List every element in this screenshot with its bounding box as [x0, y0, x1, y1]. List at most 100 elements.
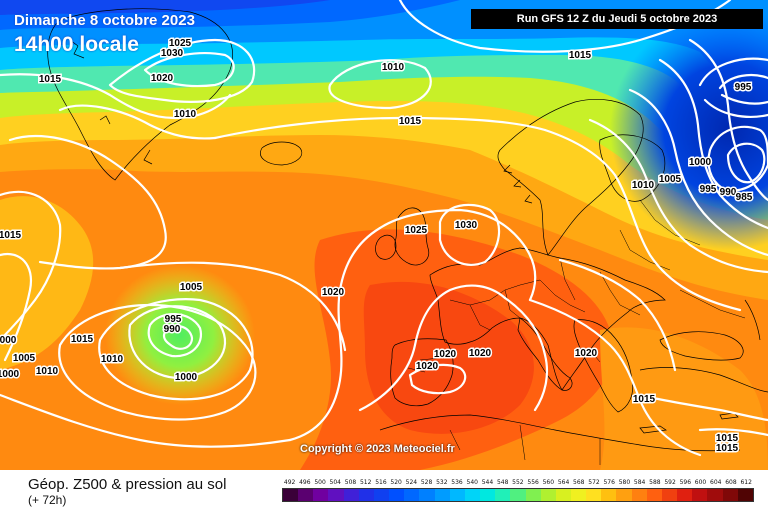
scale-label: 604 [710, 479, 722, 486]
isobar-line [528, 298, 702, 457]
scale-label: 548 [496, 479, 509, 486]
scale-label: 568 [573, 479, 585, 486]
isobar-line [358, 284, 507, 412]
scale-label: 544 [481, 479, 494, 486]
isobar-line [118, 261, 347, 352]
isobar-label: 1015 [0, 230, 22, 241]
forecast-date: Dimanche 8 octobre 2023 [14, 12, 195, 29]
scale-label: 608 [725, 479, 737, 486]
isobar-label: 1015 [399, 116, 422, 127]
isobar-line [162, 324, 194, 350]
border [504, 289, 521, 319]
border [469, 304, 491, 331]
scale-swatch [328, 489, 344, 501]
isobar-label: 1015 [716, 443, 739, 454]
field-band [600, 327, 768, 470]
isobar-label: 1010 [632, 180, 655, 191]
isobar-label: 1000 [689, 157, 712, 168]
copyright-notice: Copyright © 2023 Meteociel.fr [300, 443, 455, 455]
isobar-line [58, 303, 257, 421]
isobar-label: 1025 [169, 38, 192, 49]
north-africa-coast [379, 414, 741, 452]
scale-swatch [707, 489, 723, 501]
isobar-label: 1015 [39, 74, 62, 85]
isobar-line [0, 393, 292, 448]
scale-label: 508 [344, 479, 357, 486]
isobar-label: 1005 [13, 353, 36, 364]
scale-swatch [631, 489, 647, 501]
isobar-label: 995 [165, 314, 182, 325]
scale-label: 512 [359, 479, 372, 486]
model-run-banner: Run GFS 12 Z du Jeudi 5 octobre 2023 [471, 9, 763, 29]
isobar-line [638, 393, 768, 422]
scale-label: 532 [436, 479, 448, 486]
scale-label: 580 [618, 479, 631, 486]
border [639, 199, 701, 246]
country-borders [407, 199, 746, 465]
isobar-line [58, 104, 217, 140]
border [539, 279, 586, 313]
scale-label: 584 [633, 479, 646, 486]
black-sea-coast [659, 331, 744, 361]
continent-coast [429, 247, 666, 391]
isobar-line [378, 208, 537, 302]
scale-label: 516 [375, 479, 387, 486]
scale-label: 560 [542, 479, 555, 486]
isobar-line [588, 118, 768, 274]
isobar-line [0, 73, 232, 120]
isobar-label: 1005 [659, 174, 682, 185]
scale-swatch [434, 489, 450, 501]
isobar-line [98, 298, 254, 401]
scale-swatch [419, 489, 435, 501]
coastlines [47, 8, 768, 452]
scale-swatch [646, 489, 662, 501]
isobar-label: 000 [0, 335, 17, 346]
caspian-coast [744, 299, 761, 341]
forecast-time: 14h00 locale [14, 33, 139, 56]
scale-swatch [677, 489, 693, 501]
scandinavia-coast [497, 99, 644, 256]
isobar-label: 1010 [382, 62, 405, 73]
isobar-line [0, 252, 33, 362]
scale-label: 588 [649, 479, 661, 486]
isobar-labels: 1025 1030 1020 1015 1010 1010 1015 1015 … [0, 37, 754, 456]
color-scale: 492 496 500 504 508 512 516 520 524 528 532 536 540 5… [282, 478, 754, 506]
scale-swatch [495, 489, 511, 501]
border [679, 289, 746, 319]
scale-swatch [343, 489, 359, 501]
isobar-label: 1000 [0, 369, 20, 380]
isobar-label: 1015 [716, 433, 739, 444]
isobar-label: 1010 [101, 354, 124, 365]
isobar-line [658, 58, 768, 230]
isobar-line [8, 134, 167, 270]
isobar-label: 1000 [175, 372, 198, 383]
scale-swatch [586, 489, 602, 501]
isobar-label: 995 [735, 82, 752, 93]
isobar-label: 990 [164, 324, 181, 335]
scale-label: 528 [420, 479, 433, 486]
low-core [105, 265, 255, 405]
forecast-step: (+ 72h) [28, 493, 67, 507]
isobar-line [543, 128, 742, 312]
scale-swatch [313, 489, 329, 501]
isobar-label: 1030 [455, 220, 478, 231]
cyprus-coast [719, 412, 739, 420]
isobar-label: 1015 [71, 334, 94, 345]
isobar-line [128, 305, 227, 380]
isobar-label: 985 [736, 192, 753, 203]
scale-swatch [373, 489, 390, 501]
scale-label: 596 [679, 479, 692, 486]
scale-swatch [540, 489, 556, 501]
border [619, 229, 671, 271]
scale-swatch [510, 489, 526, 501]
isobar-line [698, 428, 768, 437]
isobar-label: 1030 [161, 48, 184, 59]
border [449, 424, 601, 465]
ireland-coast [375, 234, 397, 260]
scale-swatch [464, 489, 481, 501]
scale-label: 600 [694, 479, 707, 486]
scale-label: 572 [588, 479, 600, 486]
isobar-line [688, 38, 768, 202]
scale-swatch [616, 489, 632, 501]
